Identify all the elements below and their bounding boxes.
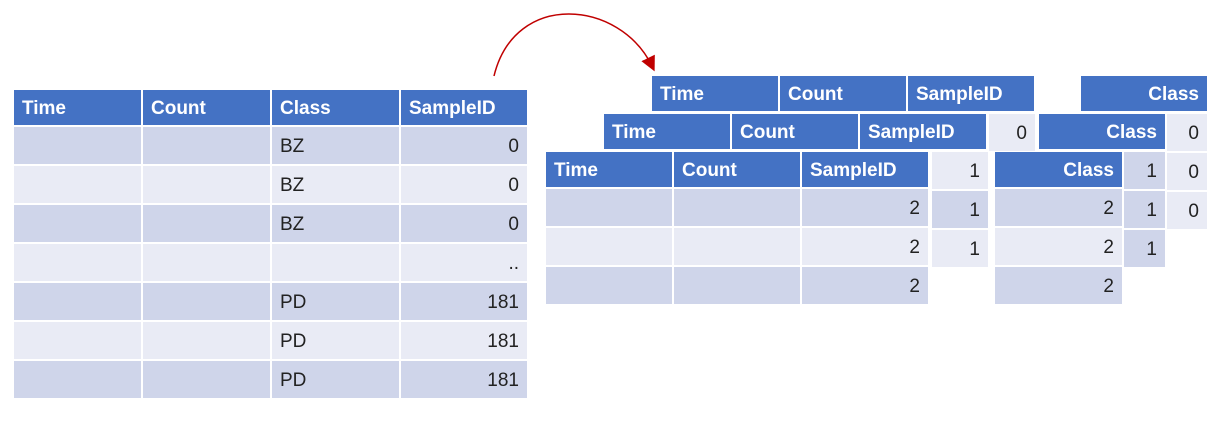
side-value: 1: [932, 191, 990, 230]
class-value: 1: [1124, 152, 1167, 191]
cell-time: [546, 189, 674, 228]
header-count: Count: [732, 114, 860, 151]
cell-time: [546, 228, 674, 267]
class-value: 0: [1167, 153, 1209, 192]
cell-class: PD: [272, 361, 401, 400]
cell-count: [143, 244, 272, 283]
cell-count: [674, 228, 802, 267]
class-value: 2: [995, 267, 1124, 306]
cell-sampleid: 0: [401, 205, 529, 244]
class-value: 2: [995, 189, 1124, 228]
table-row: BZ 0: [14, 205, 529, 244]
header-count: Count: [780, 76, 908, 113]
header-sampleid: SampleID: [860, 114, 988, 151]
cell-sampleid: 181: [401, 361, 529, 400]
cell-class: PD: [272, 283, 401, 322]
cell-time: [14, 205, 143, 244]
header-time: Time: [604, 114, 732, 151]
stack-table-middle: Time Count SampleID: [604, 114, 988, 151]
table-row: 2: [546, 189, 930, 228]
table-row: 2: [546, 228, 930, 267]
header-time: Time: [652, 76, 780, 113]
class-middle-values: 1 1 1: [1124, 152, 1167, 269]
cell-count: [143, 361, 272, 400]
cell-sampleid: 181: [401, 283, 529, 322]
table-row: ..: [14, 244, 529, 283]
class-value: 2: [995, 228, 1124, 267]
class-back-values: 0 0 0: [1167, 114, 1209, 231]
header-sampleid: SampleID: [401, 90, 529, 127]
class-value: 0: [1167, 114, 1209, 153]
table-row: 2: [546, 267, 930, 306]
left-table: Time Count Class SampleID BZ 0 BZ 0 BZ 0…: [14, 90, 529, 400]
cell-time: [14, 244, 143, 283]
cell-sampleid: 2: [802, 189, 930, 228]
header-class: Class: [1081, 76, 1209, 113]
side-value: 1: [932, 230, 990, 269]
cell-sampleid: 2: [802, 228, 930, 267]
table-row: PD 181: [14, 283, 529, 322]
cell-count: [674, 189, 802, 228]
cell-class: BZ: [272, 127, 401, 166]
stack-back-side-value: 0: [989, 114, 1037, 153]
class-value: 1: [1124, 191, 1167, 230]
table-row: BZ 0: [14, 127, 529, 166]
cell-count: [143, 127, 272, 166]
header-class: Class: [995, 152, 1124, 189]
header-sampleid: SampleID: [802, 152, 930, 189]
class-table-middle: Class: [1039, 114, 1167, 151]
table-row: PD 181: [14, 361, 529, 400]
header-class: Class: [272, 90, 401, 127]
cell-time: [14, 127, 143, 166]
cell-time: [14, 322, 143, 361]
cell-class: BZ: [272, 166, 401, 205]
cell-sampleid: ..: [401, 244, 529, 283]
stack-back-header: Time Count SampleID: [652, 76, 1036, 113]
cell-count: [143, 205, 272, 244]
cell-sampleid: 181: [401, 322, 529, 361]
header-class: Class: [1039, 114, 1167, 151]
header-time: Time: [14, 90, 143, 127]
class-table-front: Class 2 2 2: [995, 152, 1124, 306]
class-value: 1: [1124, 230, 1167, 269]
left-table-header: Time Count Class SampleID: [14, 90, 529, 127]
arrow-curve: [493, 13, 655, 77]
class-table-back: Class: [1081, 76, 1209, 113]
cell-count: [143, 322, 272, 361]
cell-count: [143, 283, 272, 322]
cell-class: [272, 244, 401, 283]
cell-count: [143, 166, 272, 205]
stack-table-back: Time Count SampleID: [652, 76, 1036, 113]
header-sampleid: SampleID: [908, 76, 1036, 113]
stack-middle-header: Time Count SampleID: [604, 114, 988, 151]
stack-table-front: Time Count SampleID 2 2 2: [546, 152, 930, 306]
cell-class: BZ: [272, 205, 401, 244]
cell-time: [14, 361, 143, 400]
cell-sampleid: 0: [401, 166, 529, 205]
stack-front-header: Time Count SampleID: [546, 152, 930, 189]
table-row: BZ 0: [14, 166, 529, 205]
cell-time: [14, 283, 143, 322]
stack-middle-side-values: 1 1 1: [932, 152, 990, 269]
header-count: Count: [143, 90, 272, 127]
cell-class: PD: [272, 322, 401, 361]
header-time: Time: [546, 152, 674, 189]
cell-count: [674, 267, 802, 306]
cell-sampleid: 0: [401, 127, 529, 166]
table-row: PD 181: [14, 322, 529, 361]
side-value: 0: [989, 114, 1037, 153]
cell-sampleid: 2: [802, 267, 930, 306]
cell-time: [546, 267, 674, 306]
side-value: 1: [932, 152, 990, 191]
header-count: Count: [674, 152, 802, 189]
class-value: 0: [1167, 192, 1209, 231]
cell-time: [14, 166, 143, 205]
